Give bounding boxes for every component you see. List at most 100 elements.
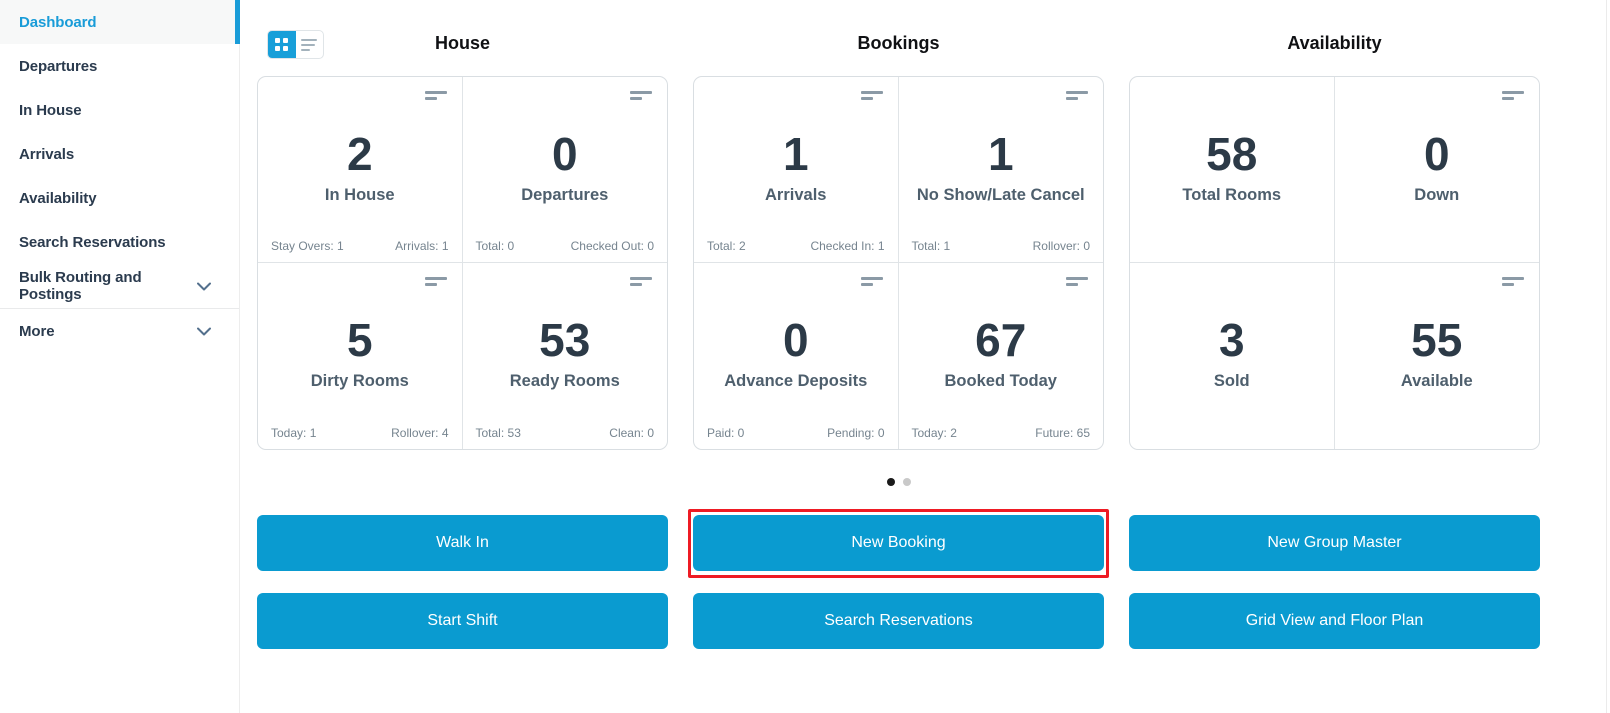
stat-card-ready-rooms[interactable]: 53 Ready Rooms Total: 53 Clean: 0 (463, 263, 668, 449)
stat-card-departures[interactable]: 0 Departures Total: 0 Checked Out: 0 (462, 77, 668, 263)
stat-footer-right: Pending: 0 (827, 426, 885, 440)
sidebar-item-label: Arrivals (19, 145, 75, 163)
stat-label: Departures (521, 186, 609, 204)
sidebar-item-availability[interactable]: Availability (0, 176, 239, 220)
stat-footer-left: Today: 2 (911, 426, 957, 440)
stat-footer-left: Total: 53 (475, 426, 521, 440)
grid-view-and-floor-plan-button[interactable]: Grid View and Floor Plan (1129, 593, 1540, 649)
pagination-dot[interactable] (902, 478, 911, 486)
chevron-down-icon (197, 282, 211, 291)
stat-value: 58 (1206, 128, 1258, 180)
group-title-house: House (434, 33, 490, 53)
card-menu-icon[interactable] (860, 91, 883, 100)
card-menu-icon[interactable] (424, 277, 447, 286)
stat-label: Advance Deposits (724, 372, 868, 390)
stat-value: 55 (1411, 314, 1463, 366)
column-headers: House Bookings Availability (257, 33, 1540, 54)
new-group-master-button[interactable]: New Group Master (1129, 515, 1540, 571)
group-title-availability: Availability (1287, 33, 1382, 53)
sidebar-item-label: In House (19, 101, 82, 119)
sidebar-item-search-reservations[interactable]: Search Reservations (0, 220, 239, 264)
card-menu-icon[interactable] (1502, 91, 1524, 100)
carousel-pagination (693, 478, 1104, 486)
stat-value: 2 (346, 128, 373, 180)
stat-card-advance-deposits[interactable]: 0 Advance Deposits Paid: 0 Pending: 0 (694, 263, 899, 449)
sidebar-divider (0, 308, 239, 309)
sidebar-item-label: More (19, 322, 55, 340)
stat-footer-right: Clean: 0 (609, 426, 654, 440)
stat-label: Arrivals (765, 186, 827, 204)
walk-in-button[interactable]: Walk In (257, 515, 668, 571)
pagination-dot-active[interactable] (886, 478, 895, 486)
stat-footer: Paid: 0 Pending: 0 (694, 426, 898, 440)
stat-label: Ready Rooms (509, 372, 620, 390)
stat-label: Available (1400, 372, 1473, 390)
stat-value: 53 (539, 314, 591, 366)
stat-footer-right: Checked In: 1 (810, 239, 885, 253)
card-menu-icon[interactable] (1066, 91, 1088, 100)
stat-footer-right: Rollover: 0 (1032, 239, 1090, 253)
sidebar-item-dashboard[interactable]: Dashboard (0, 0, 240, 44)
stat-value: 67 (975, 314, 1027, 366)
stat-footer: Stay Overs: 1 Arrivals: 1 (258, 239, 462, 253)
page-edge-divider (1606, 0, 1607, 713)
start-shift-button[interactable]: Start Shift (257, 593, 668, 649)
sidebar-item-departures[interactable]: Departures (0, 44, 239, 88)
stat-footer-left: Total: 2 (707, 239, 746, 253)
grid-view-button[interactable] (268, 31, 296, 58)
stat-value: 0 (1423, 128, 1450, 180)
stat-footer: Total: 53 Clean: 0 (463, 426, 668, 440)
sidebar-item-label: Dashboard (19, 13, 97, 31)
stat-card-in-house[interactable]: 2 In House Stay Overs: 1 Arrivals: 1 (258, 77, 463, 263)
stat-footer-right: Arrivals: 1 (395, 239, 449, 253)
action-buttons: Walk In New Booking New Group Master Sta… (257, 509, 1540, 649)
stat-footer: Total: 2 Checked In: 1 (694, 239, 898, 253)
new-booking-button[interactable]: New Booking (693, 515, 1104, 571)
stat-card-total-rooms[interactable]: 58 Total Rooms (1130, 77, 1335, 263)
sidebar-item-label: Departures (19, 57, 98, 75)
sidebar-item-bulk-routing-and-postings[interactable]: Bulk Routing and Postings (0, 264, 239, 308)
stat-label: Booked Today (944, 372, 1057, 390)
grid-view-icon (275, 38, 289, 51)
stat-card-booked-today[interactable]: 67 Booked Today Today: 2 Future: 65 (899, 263, 1104, 449)
stat-footer-right: Checked Out: 0 (570, 239, 654, 253)
stat-footer-left: Paid: 0 (707, 426, 745, 440)
stat-footer-left: Today: 1 (271, 426, 317, 440)
stat-value: 1 (782, 128, 809, 180)
stat-label: No Show/Late Cancel (916, 186, 1085, 204)
stat-label: Sold (1213, 372, 1250, 390)
card-menu-icon[interactable] (424, 91, 447, 100)
card-menu-icon[interactable] (1066, 277, 1088, 286)
house-group-card: 2 In House Stay Overs: 1 Arrivals: 1 0 D… (257, 76, 668, 450)
stat-value: 3 (1218, 314, 1245, 366)
stat-card-arrivals[interactable]: 1 Arrivals Total: 2 Checked In: 1 (694, 77, 899, 263)
stat-card-no-show-late-cancel[interactable]: 1 No Show/Late Cancel Total: 1 Rollover:… (898, 77, 1104, 263)
bookings-group-card: 1 Arrivals Total: 2 Checked In: 1 1 No S… (693, 76, 1104, 450)
card-menu-icon[interactable] (630, 277, 652, 286)
list-view-button[interactable] (296, 31, 324, 58)
stat-footer: Total: 1 Rollover: 0 (899, 239, 1104, 253)
stat-card-sold[interactable]: 3 Sold (1130, 263, 1335, 449)
stat-footer: Total: 0 Checked Out: 0 (463, 239, 668, 253)
card-menu-icon[interactable] (1502, 277, 1524, 286)
sidebar-item-arrivals[interactable]: Arrivals (0, 132, 239, 176)
sidebar-item-more[interactable]: More (0, 309, 239, 353)
stat-card-available[interactable]: 55 Available (1335, 263, 1540, 449)
stat-value: 0 (782, 314, 809, 366)
list-view-icon (301, 38, 318, 51)
card-menu-icon[interactable] (630, 91, 652, 100)
stat-label: Total Rooms (1182, 186, 1282, 204)
stat-value: 5 (346, 314, 373, 366)
stat-footer: Today: 1 Rollover: 4 (258, 426, 462, 440)
stat-card-down[interactable]: 0 Down (1334, 77, 1539, 263)
stat-footer-right: Rollover: 4 (391, 426, 449, 440)
sidebar-item-label: Bulk Routing and Postings (19, 269, 142, 303)
stat-footer: Today: 2 Future: 65 (899, 426, 1104, 440)
view-toggle (267, 30, 324, 59)
stat-card-dirty-rooms[interactable]: 5 Dirty Rooms Today: 1 Rollover: 4 (258, 263, 463, 449)
card-menu-icon[interactable] (860, 277, 883, 286)
stat-footer-right: Future: 65 (1035, 426, 1090, 440)
stat-label: Down (1414, 186, 1460, 204)
search-reservations-button[interactable]: Search Reservations (693, 593, 1104, 649)
sidebar-item-in-house[interactable]: In House (0, 88, 239, 132)
